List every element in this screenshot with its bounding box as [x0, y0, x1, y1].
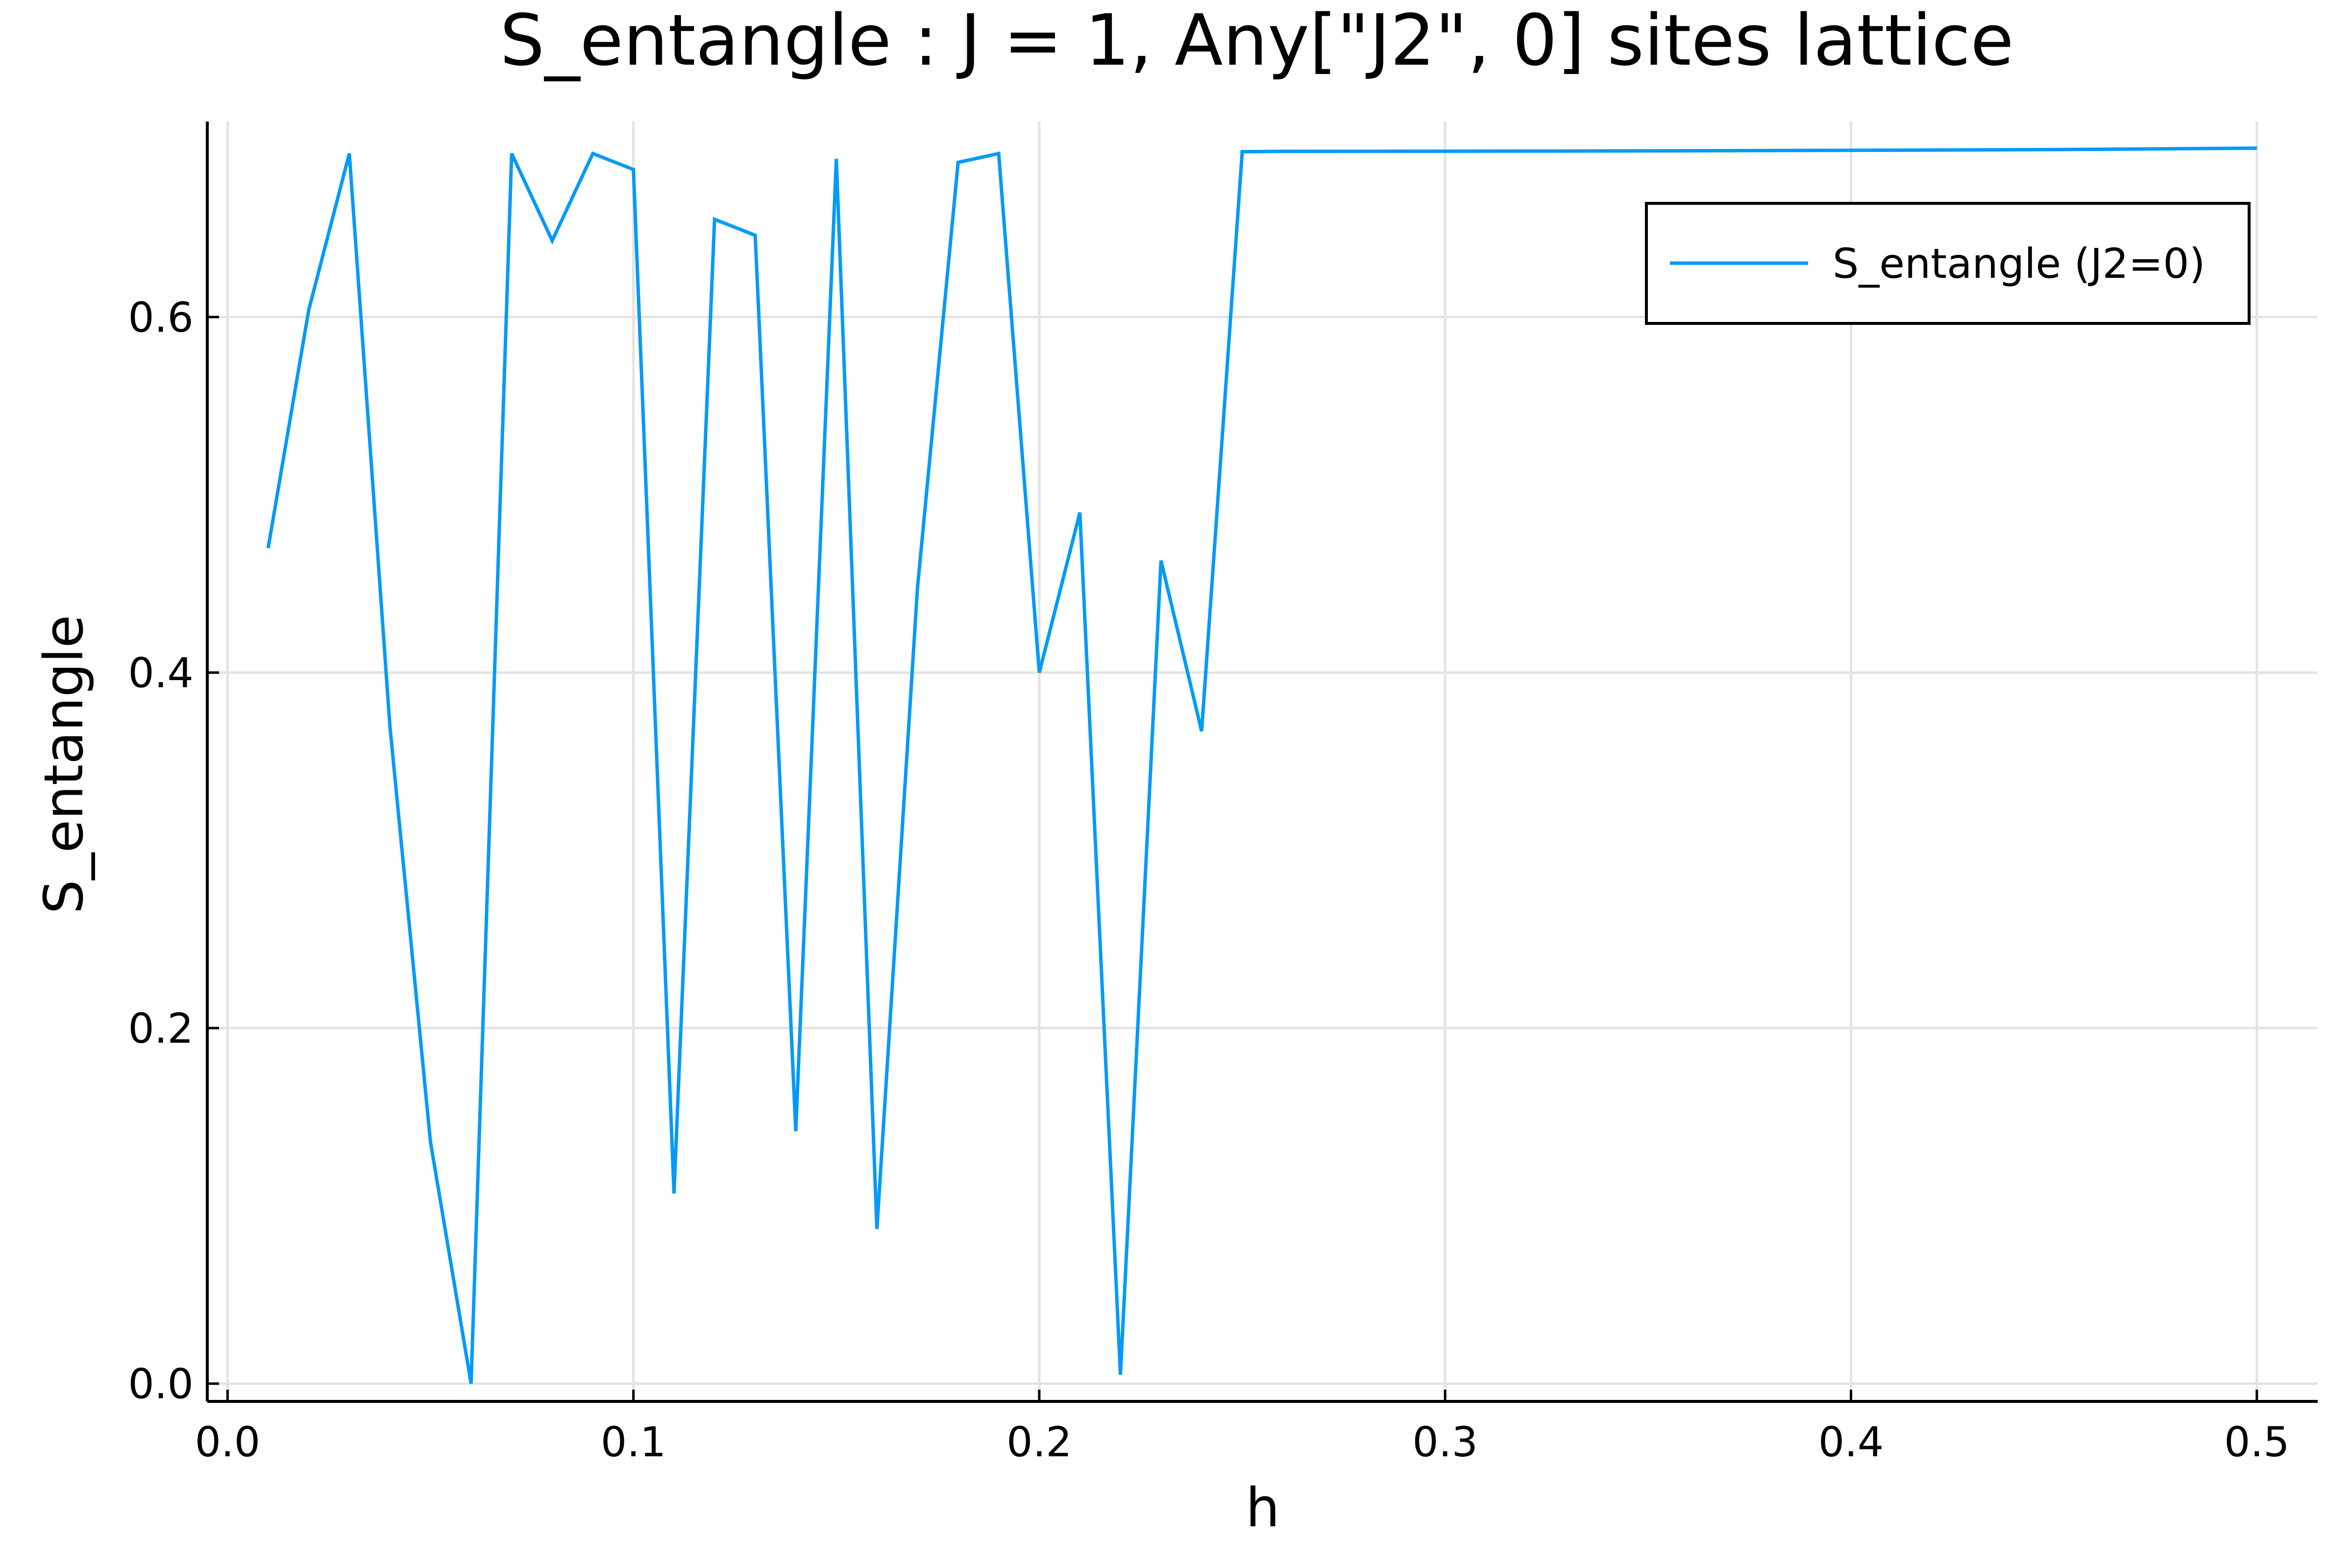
y-axis-ticks: 0.0 0.2 0.4 0.6: [128, 294, 219, 1408]
x-tick-label-1: 0.1: [601, 1418, 666, 1466]
x-axis-ticks: 0.0 0.1 0.2 0.3 0.4 0.5: [195, 1390, 2290, 1466]
series-layer: [266, 146, 2257, 1384]
series-line-0: [266, 146, 2257, 1384]
x-tick-label-4: 0.4: [1818, 1418, 1884, 1466]
x-tick-label-5: 0.5: [2224, 1418, 2290, 1466]
y-axis-label: S_entangle: [32, 615, 95, 914]
chart-title: S_entangle : J = 1, Any["J2", 0] sites l…: [500, 0, 2014, 81]
y-tick-label-1: 0.2: [128, 1004, 194, 1053]
x-tick-label-0: 0.0: [195, 1418, 261, 1466]
x-tick-label-3: 0.3: [1412, 1418, 1478, 1466]
y-tick-label-3: 0.6: [128, 294, 194, 342]
legend: S_entangle (J2=0): [1645, 202, 2251, 325]
y-tick-label-2: 0.4: [128, 649, 194, 697]
x-axis-label: h: [1246, 1476, 1280, 1539]
legend-label: S_entangle (J2=0): [1833, 240, 2205, 288]
axes: [206, 122, 2318, 1403]
x-gridlines: [226, 122, 2258, 1401]
x-tick-label-2: 0.2: [1006, 1418, 1072, 1466]
y-tick-label-0: 0.0: [128, 1360, 194, 1408]
